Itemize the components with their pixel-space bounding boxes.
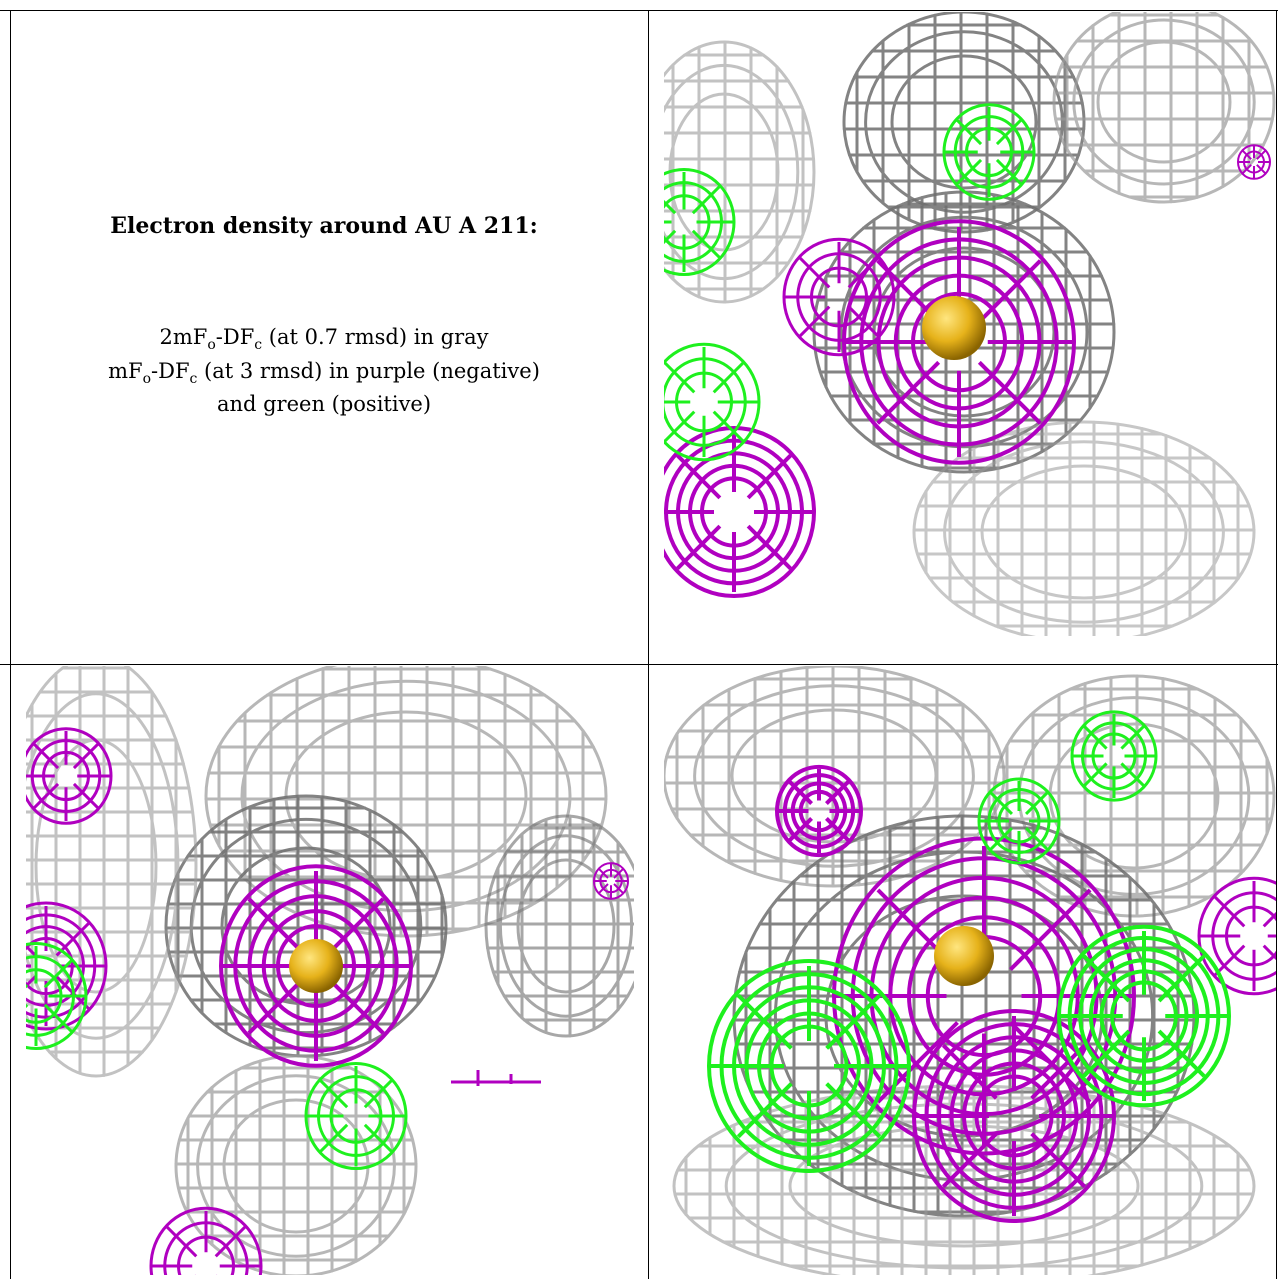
gray-mesh-right: [484, 814, 634, 1038]
frame-top: [0, 10, 1278, 11]
caption-line-green: and green (positive): [216, 392, 432, 416]
positive-cage-right: [1057, 924, 1231, 1108]
gray-mesh-left: [26, 666, 198, 1078]
positive-cage-left: [707, 959, 911, 1173]
gray-mesh-right: [1052, 12, 1276, 204]
positive-cage-upper-right: [1070, 710, 1158, 802]
gray-mesh-upper: [842, 12, 1086, 234]
positive-cage-lower: [304, 1062, 408, 1170]
density-map-bottom-right: [664, 666, 1276, 1275]
density-map-bottom-left: [26, 666, 634, 1275]
negative-cage-top: [775, 764, 863, 858]
gray-mesh-left: [664, 40, 816, 304]
bottom-right-view: [664, 666, 1276, 1275]
negative-cage-edge: [1237, 144, 1271, 180]
density-map-top-right: [664, 12, 1276, 636]
negative-cage-left: [664, 426, 816, 598]
gold-atom: [922, 296, 986, 360]
caption-line-difference: mFo-DFc (at 3 rmsd) in purple (negative): [108, 359, 540, 387]
negative-cage-edge: [593, 862, 629, 900]
caption-title: Electron density around AU A 211:: [110, 213, 538, 239]
positive-cage-left: [664, 168, 736, 276]
gray-mesh-lower: [174, 1054, 418, 1275]
negative-fragment: [451, 1070, 541, 1086]
frame-middle: [0, 664, 1278, 665]
negative-cage-center: [219, 864, 413, 1068]
top-right-view: [664, 12, 1276, 636]
gray-mesh-lower-right: [912, 420, 1256, 636]
frame-left: [10, 10, 11, 1279]
positive-cage-left: [26, 942, 88, 1050]
gold-atom: [934, 926, 994, 986]
caption-cell: Electron density around AU A 211: 2mFo-D…: [0, 0, 648, 660]
frame-right: [1276, 10, 1277, 1279]
negative-cage-lower: [912, 1009, 1116, 1223]
positive-cage-mid-left: [664, 342, 761, 462]
negative-cage-upper-left: [26, 727, 113, 825]
negative-cage-bottom: [149, 1206, 263, 1275]
negative-cage-left: [26, 901, 108, 1031]
negative-cage-top: [782, 237, 896, 357]
positive-cage-top: [977, 777, 1061, 865]
negative-cage-right: [1197, 876, 1276, 996]
positive-cage-top: [942, 103, 1036, 201]
caption-line-gray: 2mFo-DFc (at 0.7 rmsd) in gray: [159, 325, 489, 353]
frame-center: [648, 10, 649, 1279]
gold-atom: [289, 939, 343, 993]
bottom-left-view: [26, 666, 634, 1275]
